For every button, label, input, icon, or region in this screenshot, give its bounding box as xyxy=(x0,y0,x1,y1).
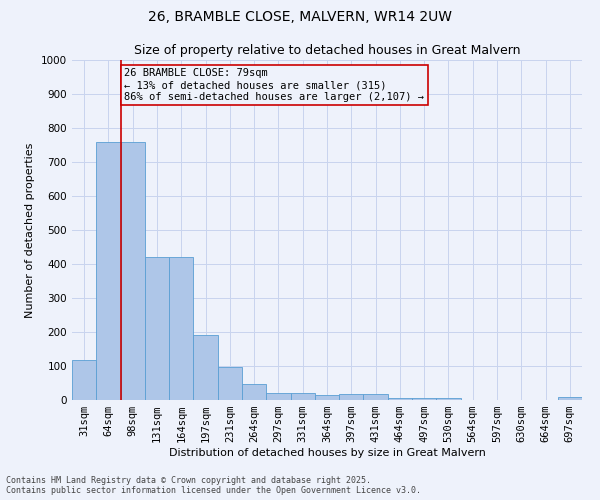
Bar xyxy=(412,398,436,400)
Bar xyxy=(96,142,121,400)
Bar xyxy=(72,360,96,400)
Bar xyxy=(364,394,388,400)
Bar xyxy=(242,384,266,400)
Bar xyxy=(218,367,242,400)
Title: Size of property relative to detached houses in Great Malvern: Size of property relative to detached ho… xyxy=(134,44,520,58)
Bar xyxy=(145,257,169,400)
Bar xyxy=(266,392,290,400)
Y-axis label: Number of detached properties: Number of detached properties xyxy=(25,142,35,318)
Bar xyxy=(169,257,193,400)
Bar xyxy=(193,336,218,400)
X-axis label: Distribution of detached houses by size in Great Malvern: Distribution of detached houses by size … xyxy=(169,448,485,458)
Bar xyxy=(558,398,582,400)
Bar xyxy=(436,398,461,400)
Bar xyxy=(388,398,412,400)
Bar xyxy=(290,392,315,400)
Text: Contains HM Land Registry data © Crown copyright and database right 2025.
Contai: Contains HM Land Registry data © Crown c… xyxy=(6,476,421,495)
Bar xyxy=(339,394,364,400)
Text: 26 BRAMBLE CLOSE: 79sqm
← 13% of detached houses are smaller (315)
86% of semi-d: 26 BRAMBLE CLOSE: 79sqm ← 13% of detache… xyxy=(124,68,424,102)
Text: 26, BRAMBLE CLOSE, MALVERN, WR14 2UW: 26, BRAMBLE CLOSE, MALVERN, WR14 2UW xyxy=(148,10,452,24)
Bar xyxy=(121,142,145,400)
Bar xyxy=(315,395,339,400)
